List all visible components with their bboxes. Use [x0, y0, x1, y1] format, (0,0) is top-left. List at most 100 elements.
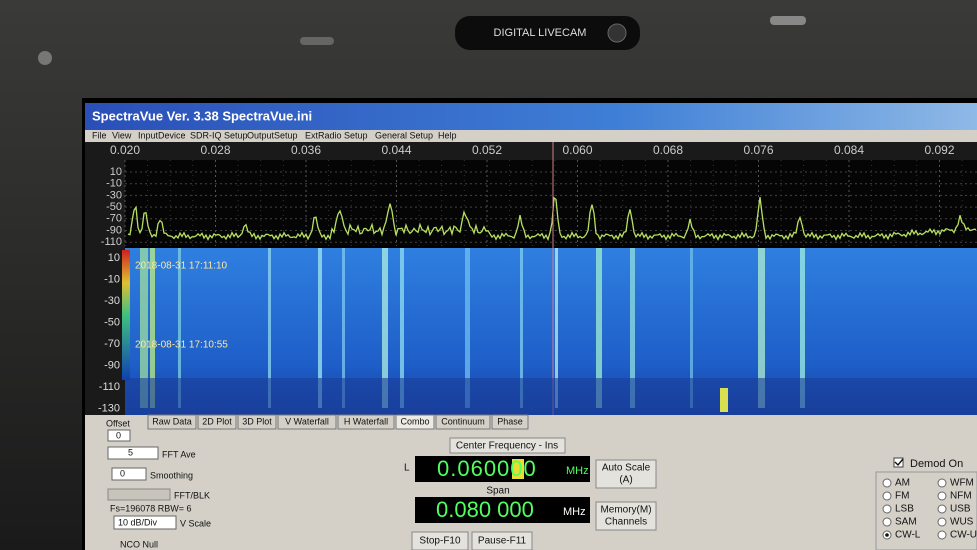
button-label[interactable]: Auto Scale: [602, 463, 651, 474]
center-display: [415, 456, 590, 482]
tab[interactable]: [237, 414, 277, 430]
radio-label[interactable]: LSB: [895, 504, 914, 515]
radio-button[interactable]: [882, 517, 892, 527]
frequency-label: 0.020: [110, 143, 140, 157]
tab[interactable]: [277, 414, 337, 430]
tab-label[interactable]: V Waterfall: [285, 416, 329, 426]
radio-label[interactable]: WFM: [950, 478, 974, 489]
timestamp: 2018-08-31 17:10:55: [135, 340, 228, 351]
waterfall-streak: [342, 248, 345, 408]
label: Offset: [106, 418, 130, 428]
menu-item[interactable]: ExtRadio Setup: [305, 130, 368, 140]
tab-label[interactable]: Combo: [400, 416, 429, 426]
waterfall-scale-label: -30: [104, 295, 120, 307]
button-label[interactable]: (A): [619, 475, 632, 486]
radio-label[interactable]: NFM: [950, 491, 972, 502]
bezel-bump: [300, 37, 334, 45]
label[interactable]: Center Frequency - Ins: [456, 441, 558, 452]
offset-input[interactable]: [107, 429, 131, 442]
menu-item[interactable]: SDR-IQ Setup: [190, 130, 248, 140]
unit: MHz: [566, 465, 589, 477]
tab-label[interactable]: Raw Data: [152, 416, 192, 426]
label: FFT Ave: [162, 449, 196, 459]
tab[interactable]: [395, 414, 435, 430]
waterfall-streak: [555, 248, 558, 408]
radio-label[interactable]: CW-L: [895, 530, 921, 541]
menu-item[interactable]: Help: [438, 130, 457, 140]
tab-label[interactable]: 3D Plot: [242, 416, 272, 426]
tab[interactable]: [197, 414, 237, 430]
input-value: 0: [120, 468, 125, 478]
webcam-lens: [607, 23, 627, 43]
waterfall-scale-label: -90: [104, 359, 120, 371]
spectrum-scale-label: -90: [106, 224, 122, 236]
checkbox[interactable]: [893, 457, 904, 468]
spectrum-scale-label: -10: [106, 178, 122, 190]
info: Fs=196078 RBW= 6: [110, 503, 192, 513]
control-panel: [85, 415, 977, 550]
menu-item[interactable]: General Setup: [375, 130, 433, 140]
radio-button[interactable]: [882, 504, 892, 514]
radio-button[interactable]: [882, 491, 892, 501]
tab-label[interactable]: Phase: [497, 416, 523, 426]
button-label[interactable]: Pause-F11: [478, 536, 527, 547]
frequency-display: 0.060000: [437, 456, 537, 481]
tab[interactable]: [491, 414, 529, 430]
menu-item[interactable]: InputDevice: [138, 130, 186, 140]
menu-item[interactable]: File: [92, 130, 107, 140]
tab[interactable]: [147, 414, 197, 430]
input-value: 0: [116, 430, 121, 440]
waterfall-streak: [690, 248, 693, 408]
radio-button[interactable]: [937, 530, 947, 540]
label: V Scale: [180, 518, 211, 528]
tab-label[interactable]: 2D Plot: [202, 416, 232, 426]
button-label[interactable]: Memory(M): [600, 505, 651, 516]
button[interactable]: [449, 437, 566, 454]
radio-label[interactable]: CW-U: [950, 530, 977, 541]
radio-label[interactable]: USB: [950, 504, 971, 515]
radio-label[interactable]: AM: [895, 478, 910, 489]
radio-button[interactable]: [937, 504, 947, 514]
tab-label[interactable]: H Waterfall: [344, 416, 388, 426]
radio-button[interactable]: [937, 478, 947, 488]
button-label[interactable]: Channels: [605, 517, 647, 528]
vscale-select[interactable]: [113, 515, 177, 530]
waterfall-streak: [140, 248, 148, 408]
radio-label[interactable]: WUS: [950, 517, 974, 528]
spectrum-scale-label: -30: [106, 189, 122, 201]
radio-label[interactable]: SAM: [895, 517, 917, 528]
bezel-bump: [770, 16, 806, 25]
waterfall-scale-label: 10: [108, 252, 120, 264]
screw: [38, 51, 52, 65]
spectrum-plot: [125, 160, 977, 246]
radio-button[interactable]: [937, 517, 947, 527]
button[interactable]: [595, 459, 657, 489]
waterfall-scale-label: -70: [104, 338, 120, 350]
label: L: [404, 463, 410, 474]
tab-label[interactable]: Continuum: [441, 416, 485, 426]
radio-button[interactable]: [882, 478, 892, 488]
frequency-label: 0.092: [924, 143, 954, 157]
tab[interactable]: [337, 414, 395, 430]
smoothing-input[interactable]: [111, 467, 147, 481]
button[interactable]: [471, 531, 533, 550]
tab[interactable]: [435, 414, 491, 430]
webcam-label: DIGITAL LIVECAM: [494, 27, 587, 39]
spectrum-scale-label: -70: [106, 213, 122, 225]
waterfall-streak: [520, 248, 523, 408]
frequency-label: 0.060: [562, 143, 592, 157]
radio-label[interactable]: FM: [895, 491, 909, 502]
frequency-label: 0.076: [743, 143, 773, 157]
waterfall-streak: [382, 248, 388, 408]
menu-item[interactable]: View: [112, 130, 132, 140]
button-label[interactable]: Stop-F10: [419, 536, 461, 547]
waterfall-streak: [758, 248, 765, 408]
radio-button[interactable]: [937, 491, 947, 501]
spectrum-scale-label: 10: [110, 166, 122, 178]
menu-item[interactable]: OutputSetup: [247, 130, 298, 140]
fft-ave-input[interactable]: [107, 446, 159, 460]
button[interactable]: [411, 531, 469, 550]
button[interactable]: [595, 501, 657, 531]
menu-bar: [85, 130, 977, 142]
